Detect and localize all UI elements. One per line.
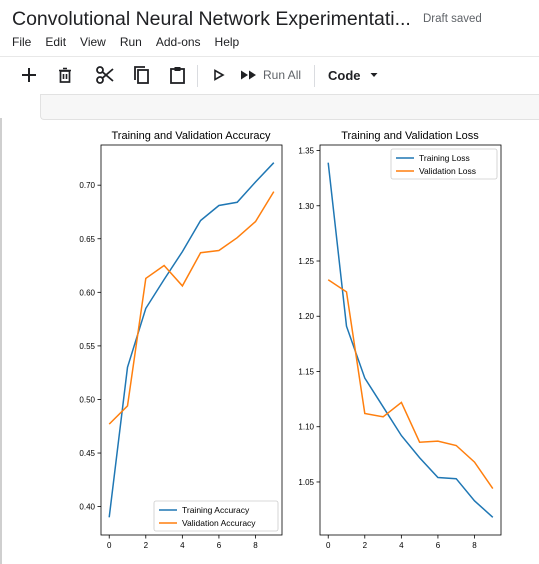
y-tick-label: 0.65 — [79, 235, 95, 244]
save-status: Draft saved — [423, 13, 482, 25]
menu-bar: File Edit View Run Add-ons Help — [12, 35, 253, 49]
legend-accuracy — [153, 500, 279, 532]
fast-forward-icon — [241, 70, 256, 80]
legend-entry: Training Accuracy — [182, 505, 250, 515]
menu-edit[interactable]: Edit — [45, 35, 67, 49]
copy-button[interactable] — [130, 63, 152, 87]
series-line-accuracy-1 — [108, 191, 275, 425]
copy-icon — [133, 66, 149, 84]
notebook-title[interactable]: Convolutional Neural Network Experimenta… — [12, 8, 411, 30]
plus-icon — [22, 68, 36, 82]
cell-type-label: Code — [328, 67, 361, 83]
y-tick-label: 0.45 — [79, 449, 95, 458]
y-tick-label: 1.25 — [298, 257, 314, 266]
legend-entry: Validation Accuracy — [182, 518, 256, 528]
x-tick-label: 0 — [326, 541, 331, 550]
y-tick-label: 1.05 — [298, 478, 314, 487]
menu-addons[interactable]: Add-ons — [155, 35, 201, 49]
y-tick-label: 1.30 — [298, 202, 314, 211]
toolbar-divider — [197, 65, 198, 87]
toolbar: Run All Code — [0, 56, 539, 94]
delete-cell-button[interactable] — [54, 63, 76, 87]
y-tick-label: 1.20 — [298, 312, 314, 321]
scissors-icon — [96, 66, 114, 84]
run-cell-button[interactable] — [210, 63, 228, 87]
y-tick-label: 0.40 — [79, 503, 95, 512]
plot-frame-accuracy — [100, 144, 283, 536]
y-tick-label: 0.60 — [79, 288, 95, 297]
run-all-button[interactable]: Run All — [240, 63, 308, 87]
x-tick-label: 4 — [399, 541, 404, 550]
legend-entry: Validation Loss — [419, 166, 476, 176]
x-tick-label: 8 — [472, 541, 477, 550]
series-line-accuracy-0 — [108, 162, 275, 518]
cell-gutter — [0, 118, 2, 564]
menu-view[interactable]: View — [80, 35, 106, 49]
x-tick-label: 8 — [253, 541, 258, 550]
chart-title-accuracy: Training and Validation Accuracy — [112, 130, 271, 142]
trash-icon — [59, 67, 71, 83]
legend-loss — [390, 148, 498, 180]
add-cell-button[interactable] — [18, 63, 40, 87]
y-tick-label: 1.35 — [298, 147, 314, 156]
caret-down-icon — [370, 73, 377, 77]
y-tick-label: 0.70 — [79, 181, 95, 190]
x-tick-label: 2 — [144, 541, 149, 550]
x-tick-label: 2 — [363, 541, 368, 550]
x-tick-label: 0 — [107, 541, 112, 550]
play-icon — [214, 69, 225, 81]
cell-type-dropdown[interactable]: Code — [328, 63, 388, 87]
series-line-loss-0 — [327, 162, 494, 518]
chart-title-loss: Training and Validation Loss — [341, 130, 479, 142]
y-tick-label: 1.10 — [298, 423, 314, 432]
x-tick-label: 6 — [436, 541, 441, 550]
menu-file[interactable]: File — [12, 35, 32, 49]
y-tick-label: 0.55 — [79, 342, 95, 351]
y-tick-label: 0.50 — [79, 395, 95, 404]
clipboard-icon — [169, 67, 185, 84]
paste-button[interactable] — [166, 63, 188, 87]
legend-entry: Training Loss — [419, 153, 470, 163]
run-all-label: Run All — [263, 68, 302, 82]
cut-button[interactable] — [93, 63, 117, 87]
y-tick-label: 1.15 — [298, 367, 314, 376]
cell-input-area[interactable] — [40, 94, 539, 120]
x-tick-label: 4 — [180, 541, 185, 550]
menu-help[interactable]: Help — [214, 35, 240, 49]
x-tick-label: 6 — [217, 541, 222, 550]
toolbar-divider — [314, 65, 315, 87]
plot-frame-loss — [319, 144, 502, 536]
series-line-loss-1 — [327, 279, 494, 490]
menu-run[interactable]: Run — [119, 35, 142, 49]
